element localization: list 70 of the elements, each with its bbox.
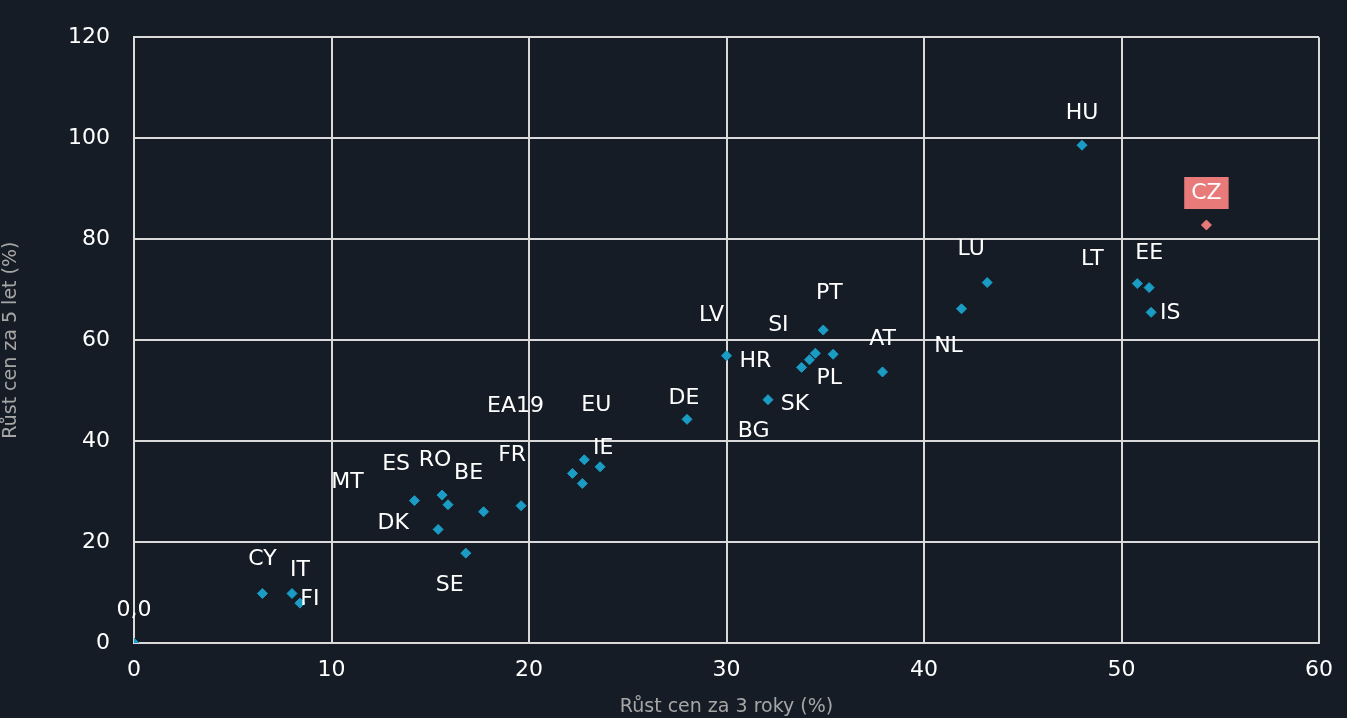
point (762, 394, 774, 406)
point (1143, 282, 1155, 294)
annotation: CY (248, 545, 278, 571)
annotation: CZ (1191, 178, 1222, 204)
point (827, 348, 839, 360)
point (1200, 219, 1212, 231)
x-tick-label: 10 (317, 655, 346, 681)
y-tick-label: 80 (82, 224, 110, 250)
point (681, 413, 693, 425)
point (566, 467, 578, 479)
point (803, 354, 815, 366)
point (460, 547, 472, 559)
y-tick-label: 100 (68, 123, 110, 149)
annotation: FI (300, 584, 320, 610)
point (576, 477, 588, 489)
x-tick-label: 60 (1305, 655, 1333, 681)
annotation: LT (1080, 245, 1105, 271)
point (436, 489, 448, 501)
y-tick-label: 60 (82, 325, 110, 351)
annotation: MT (331, 468, 365, 494)
y-tick-label: 20 (82, 527, 110, 553)
annotation: BG (737, 417, 770, 443)
point (442, 499, 454, 511)
x-tick-label: 30 (712, 655, 741, 681)
annotation: EU (581, 391, 612, 417)
annotation: IT (290, 556, 311, 582)
annotation: DK (377, 509, 410, 535)
point (256, 588, 268, 600)
annotation: PL (816, 363, 843, 389)
point (956, 303, 968, 315)
x-tick-label: 0 (127, 655, 141, 681)
x-tick-label: 20 (515, 655, 543, 681)
y-axis-title: Růst cen za 5 let (%) (0, 241, 21, 439)
annotation: LU (957, 235, 985, 261)
annotation: SE (435, 570, 464, 596)
point (432, 523, 444, 535)
annotation: DE (668, 384, 700, 410)
annotation: BE (454, 459, 484, 485)
annotation: RO (418, 446, 452, 472)
y-tick-label: 120 (68, 22, 110, 48)
point (1145, 306, 1157, 318)
point (1076, 139, 1088, 151)
annotation: FR (498, 441, 527, 467)
point (594, 461, 606, 473)
annotation: EE (1135, 239, 1164, 265)
y-tick-label: 40 (82, 426, 110, 452)
point (286, 588, 298, 600)
annotation: ES (382, 449, 411, 475)
point (578, 454, 590, 466)
x-tick-label: 40 (910, 655, 938, 681)
annotation: SK (780, 390, 810, 416)
point (817, 324, 829, 336)
point (877, 366, 889, 378)
x-tick-label: 50 (1107, 655, 1136, 681)
point (721, 350, 732, 362)
annotation: IS (1159, 299, 1181, 325)
point (809, 347, 821, 359)
point (408, 495, 420, 507)
point (478, 506, 490, 518)
annotation: HR (739, 346, 772, 372)
y-tick-label: 0 (96, 628, 110, 654)
annotation: SI (768, 310, 789, 336)
annotation: LV (699, 301, 724, 327)
x-axis-title: Růst cen za 3 roky (%) (619, 693, 834, 716)
point (981, 277, 993, 289)
point (1131, 278, 1143, 290)
annotation: HU (1065, 98, 1099, 124)
point (796, 361, 808, 373)
annotation: PT (815, 278, 844, 304)
point (515, 500, 527, 512)
